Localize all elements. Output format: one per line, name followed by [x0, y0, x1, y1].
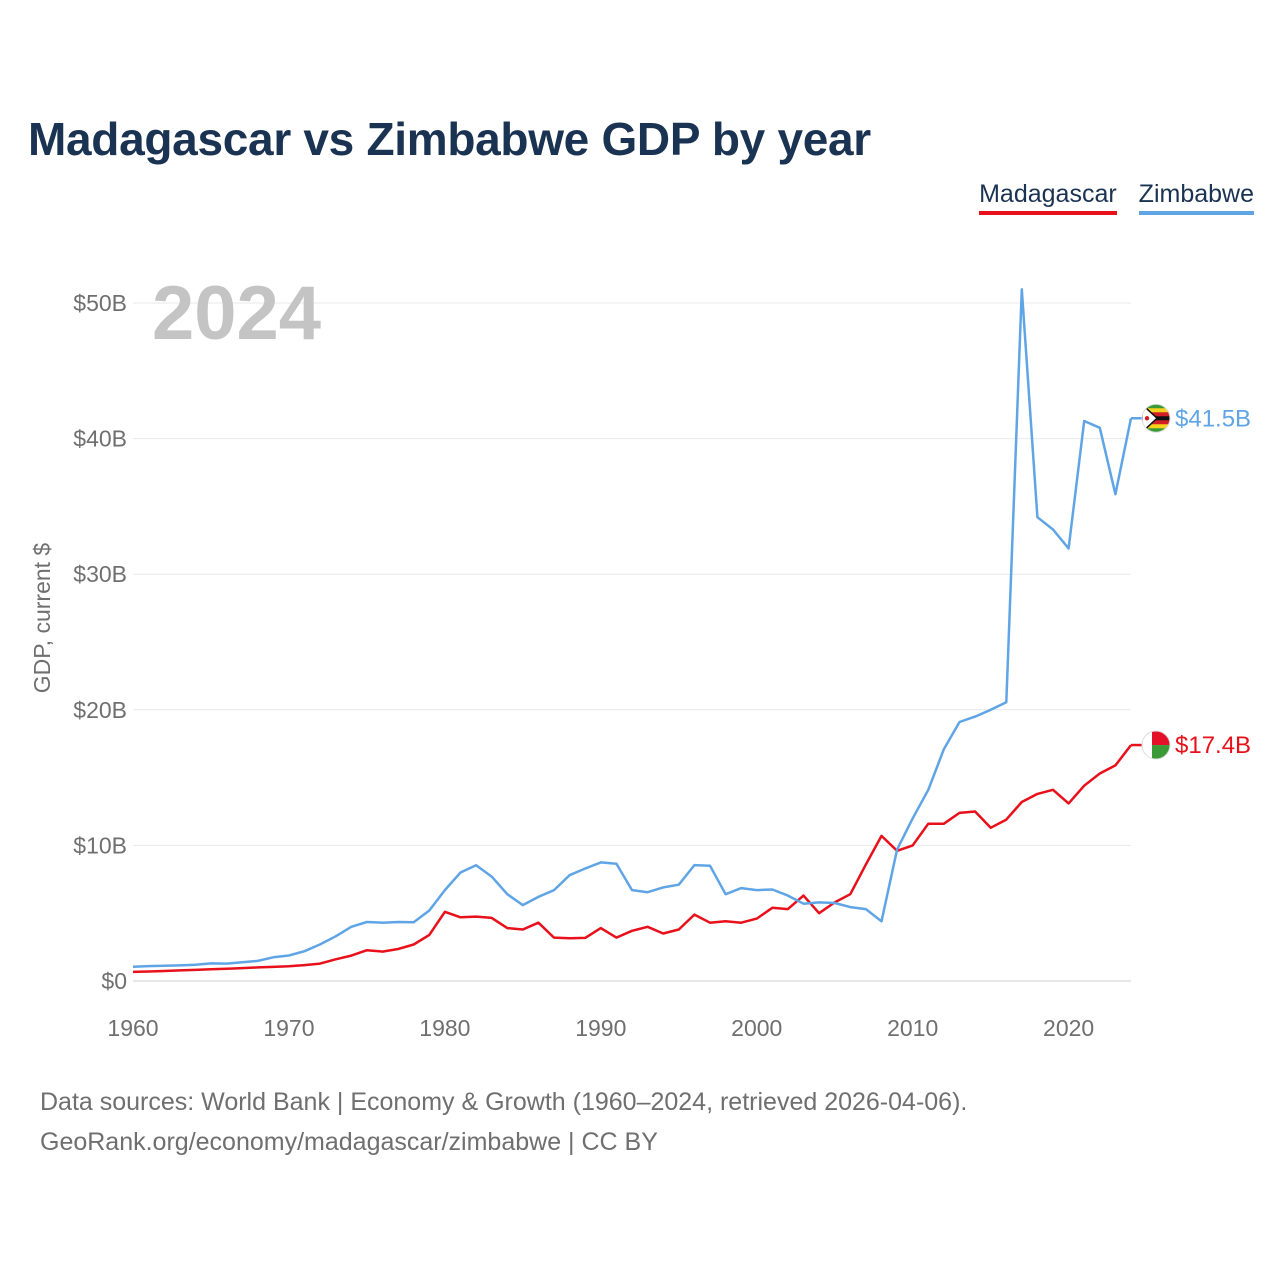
current-year-label: 2024: [152, 271, 321, 356]
legend-item-zimbabwe[interactable]: Zimbabwe: [1138, 180, 1254, 215]
x-tick-label: 1980: [419, 1015, 470, 1041]
y-tick-label: $20B: [73, 697, 127, 723]
gdp-line-chart: $0 $10B $20B $30B $40B $50B 1960 1970 1980 1990 20…: [29, 271, 1251, 1041]
y-tick-label: $50B: [73, 290, 127, 316]
y-tick-label: $30B: [73, 561, 127, 587]
legend: Madagascar Zimbabwe: [979, 180, 1254, 215]
y-axis-label: GDP, current $: [29, 543, 55, 694]
credit-note[interactable]: GeoRank.org/economy/madagascar/zimbabwe …: [40, 1128, 658, 1156]
y-tick-label: $40B: [73, 426, 127, 452]
series-line-madagascar[interactable]: [132, 744, 1132, 974]
x-tick-label: 2020: [1043, 1015, 1094, 1041]
data-source-note: Data sources: World Bank | Economy & Gro…: [40, 1088, 968, 1116]
footer: Data sources: World Bank | Economy & Gro…: [40, 1082, 967, 1162]
legend-item-madagascar[interactable]: Madagascar: [979, 180, 1117, 215]
x-tick-label: 1970: [263, 1015, 314, 1041]
y-tick-label: $0: [101, 968, 127, 994]
x-tick-label: 2000: [731, 1015, 782, 1041]
y-tick-label: $10B: [73, 832, 127, 858]
end-value-label-madagascar: $17.4B: [1175, 732, 1251, 759]
series-line-zimbabwe[interactable]: [132, 288, 1133, 969]
x-tick-label: 1960: [107, 1015, 158, 1041]
zimbabwe-flag-icon: [1141, 403, 1171, 433]
madagascar-flag-icon: [1141, 730, 1171, 760]
x-tick-label: 1990: [575, 1015, 626, 1041]
end-value-label-zimbabwe: $41.5B: [1175, 405, 1251, 432]
chart-title: Madagascar vs Zimbabwe GDP by year: [28, 113, 871, 165]
x-tick-label: 2010: [887, 1015, 938, 1041]
